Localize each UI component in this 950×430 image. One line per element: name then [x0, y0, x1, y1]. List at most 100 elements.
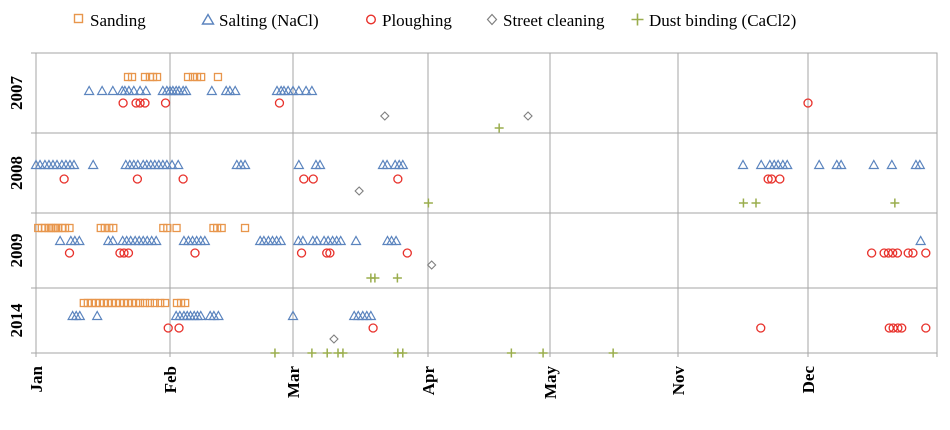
marker-salting	[96, 85, 108, 96]
marker-sanding	[217, 223, 226, 233]
marker-ploughing	[888, 248, 898, 258]
marker-salting	[180, 85, 192, 96]
marker-salting	[755, 159, 767, 170]
marker-salting	[868, 159, 880, 170]
marker-ploughing	[163, 323, 173, 333]
marker-dust	[322, 348, 332, 358]
marker-dust	[423, 198, 433, 208]
marker-salting	[335, 235, 347, 246]
x-axis-label-apr: Apr	[419, 366, 438, 396]
marker-salting	[397, 159, 409, 170]
marker-ploughing	[325, 248, 335, 258]
marker-salting	[287, 310, 299, 321]
marker-salting	[54, 235, 66, 246]
marker-ploughing	[756, 323, 766, 333]
marker-sanding	[181, 298, 190, 308]
marker-salting	[886, 159, 898, 170]
marker-sanding	[49, 223, 58, 233]
marker-street	[329, 334, 339, 344]
marker-salting	[132, 159, 144, 170]
marker-salting	[781, 159, 793, 170]
marker-salting	[737, 159, 749, 170]
marker-salting	[306, 85, 318, 96]
marker-sanding	[212, 223, 222, 233]
marker-salting	[166, 159, 178, 170]
dust-binding-plus-icon	[631, 13, 644, 26]
marker-ploughing	[921, 248, 931, 258]
marker-sanding	[140, 72, 150, 82]
legend-label-dust-binding: Dust binding (CaCl2)	[649, 11, 796, 30]
marker-salting	[293, 85, 305, 96]
marker-sanding	[100, 223, 109, 233]
marker-ploughing	[803, 98, 813, 108]
legend: Sanding Salting (NaCl) Ploughing Street …	[73, 11, 796, 30]
marker-ploughing	[274, 98, 285, 108]
marker-salting	[224, 85, 236, 96]
marker-ploughing	[921, 323, 931, 333]
marker-sanding	[172, 223, 181, 233]
marker-salting	[914, 159, 926, 170]
marker-salting	[107, 235, 119, 246]
marker-street	[354, 186, 364, 196]
marker-salting	[128, 85, 140, 96]
marker-salting	[195, 310, 207, 321]
marker-salting	[835, 159, 847, 170]
marker-ploughing	[190, 248, 200, 258]
marker-sanding	[140, 298, 150, 308]
marker-salting	[350, 235, 362, 246]
marker-salting	[83, 85, 95, 96]
marker-salting	[381, 159, 393, 170]
marker-ploughing	[118, 98, 128, 108]
marker-dust	[538, 348, 548, 358]
y-axis-label-2009: 2009	[7, 234, 26, 268]
marker-ploughing	[140, 98, 150, 108]
x-axis-label-may: May	[541, 366, 560, 400]
marker-sanding	[109, 223, 118, 233]
plot-border	[35, 52, 938, 354]
x-axis-label-dec: Dec	[799, 366, 818, 394]
marker-salting	[73, 235, 85, 246]
marker-dust	[890, 198, 900, 208]
marker-ploughing	[160, 98, 171, 108]
marker-salting	[172, 159, 184, 170]
marker-sanding	[150, 298, 159, 308]
legend-item-dust-binding: Dust binding (CaCl2)	[631, 11, 796, 30]
sanding-square-icon	[73, 13, 84, 24]
legend-item-sanding: Sanding	[73, 11, 146, 30]
marker-salting	[365, 310, 377, 321]
marker-sanding	[65, 223, 74, 233]
marker-salting	[74, 310, 86, 321]
marker-salting	[150, 235, 162, 246]
marker-ploughing	[393, 174, 403, 184]
marker-ploughing	[883, 248, 894, 258]
marker-salting	[199, 235, 211, 246]
marker-salting	[87, 159, 99, 170]
marker-sanding	[145, 298, 155, 308]
marker-street	[426, 260, 437, 270]
marker-dust	[270, 348, 280, 358]
marker-ploughing	[903, 248, 913, 258]
marker-salting	[239, 159, 251, 170]
salting-triangle-icon	[201, 13, 215, 25]
legend-label-street-cleaning: Street cleaning	[503, 11, 605, 30]
marker-sanding	[160, 298, 170, 308]
ploughing-circle-icon	[366, 14, 377, 25]
marker-salting	[275, 235, 287, 246]
y-axis-label-2007: 2007	[7, 76, 26, 111]
plot-area: Jan Feb Mar Apr May Nov Dec 2007 2008 2009 2014	[7, 52, 938, 400]
marker-salting	[300, 85, 312, 96]
marker-ploughing	[132, 174, 143, 184]
marker-street	[380, 111, 390, 121]
x-axis-label-jan: Jan	[27, 365, 46, 392]
marker-salting	[813, 159, 825, 170]
legend-item-street-cleaning: Street cleaning	[486, 11, 605, 30]
marker-ploughing	[299, 174, 309, 184]
marker-ploughing	[308, 174, 318, 184]
marker-sanding	[163, 223, 172, 233]
marker-salting	[293, 159, 305, 170]
marker-ploughing	[64, 248, 75, 258]
marker-ploughing	[897, 323, 907, 333]
marker-salting	[311, 235, 323, 246]
marker-salting	[314, 159, 326, 170]
